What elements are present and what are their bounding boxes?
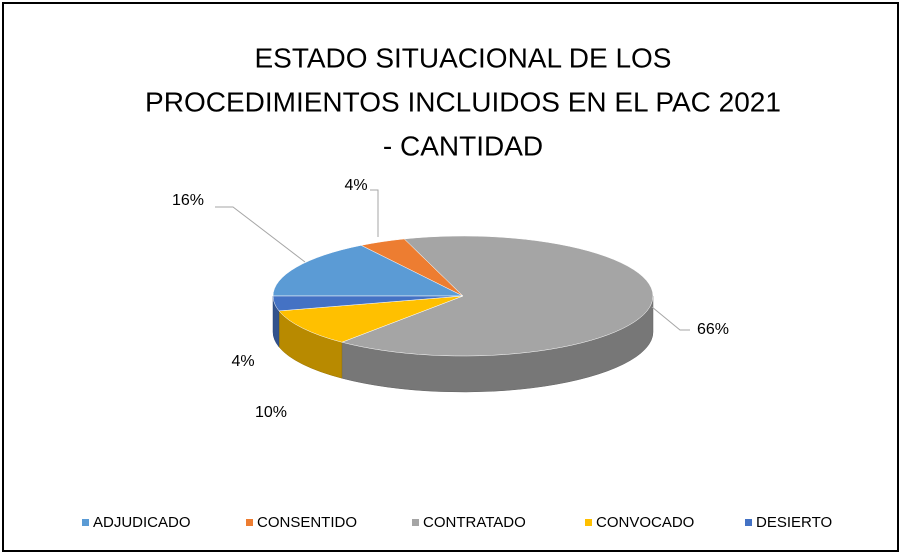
slice — [272, 245, 464, 297]
leader-line — [370, 189, 379, 237]
data-label: 16% — [172, 192, 204, 209]
legend-swatch — [745, 519, 752, 526]
leader-line — [215, 206, 306, 263]
slice — [278, 295, 464, 343]
legend-label: CONTRATADO — [423, 514, 526, 531]
data-label: 10% — [255, 404, 287, 421]
legend-swatch — [585, 519, 592, 526]
data-label: 4% — [344, 177, 367, 194]
legend-label: CONVOCADO — [596, 514, 694, 531]
slice — [341, 235, 654, 357]
leader-line — [651, 306, 690, 331]
chart-title: - CANTIDAD — [383, 130, 543, 161]
legend-label: CONSENTIDO — [257, 514, 357, 531]
legend-swatch — [246, 519, 253, 526]
legend-swatch — [82, 519, 89, 526]
slice — [272, 295, 464, 312]
legend-swatch — [412, 519, 419, 526]
legend-label: DESIERTO — [756, 514, 832, 531]
legend-label: ADJUDICADO — [93, 514, 191, 531]
data-label: 66% — [697, 321, 729, 338]
chart-title: ESTADO SITUACIONAL DE LOS — [255, 42, 672, 73]
data-label: 4% — [231, 353, 254, 370]
chart-title: PROCEDIMIENTOS INCLUIDOS EN EL PAC 2021 — [145, 86, 781, 117]
